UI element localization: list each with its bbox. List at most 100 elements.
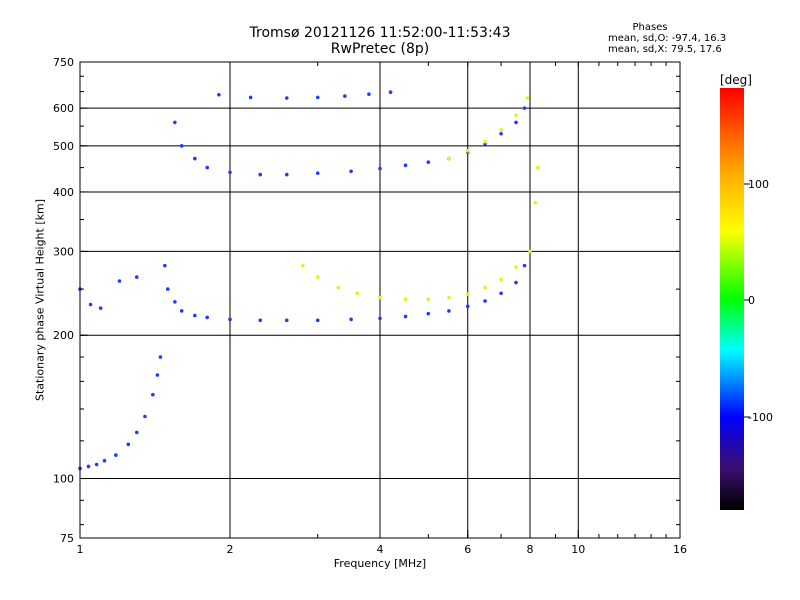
data-point: [483, 139, 487, 144]
data-point: [88, 302, 93, 307]
x-tick-label: 6: [464, 543, 471, 556]
data-point: [522, 106, 527, 110]
data-point: [447, 156, 451, 161]
x-tick-label: 2: [227, 543, 234, 556]
data-point: [403, 297, 408, 302]
data-point: [248, 95, 253, 100]
data-point: [155, 373, 160, 377]
y-tick-label: 200: [53, 329, 74, 342]
data-point: [163, 263, 167, 268]
data-point: [284, 96, 289, 100]
data-point: [193, 156, 197, 161]
data-point: [378, 316, 382, 321]
data-point: [284, 318, 289, 323]
data-point: [522, 263, 527, 268]
data-point: [165, 287, 170, 291]
y-tick-label: 100: [53, 473, 74, 486]
data-point: [114, 453, 118, 457]
data-point: [465, 304, 470, 309]
phase-stats-x-mode: mean, sd,X: 79.5, 17.6: [608, 44, 722, 55]
data-point: [447, 295, 451, 300]
data-point: [403, 314, 408, 319]
data-point: [134, 430, 139, 435]
data-point: [143, 414, 147, 419]
data-point: [499, 131, 503, 136]
y-tick-label: 500: [53, 140, 74, 153]
data-points: [78, 90, 540, 471]
data-point: [284, 172, 289, 177]
colorbar-label: [deg]: [720, 73, 752, 87]
y-axis-label: Stationary phase Virtual Height [km]: [33, 198, 47, 402]
data-point: [388, 90, 393, 95]
data-point: [426, 311, 431, 316]
data-point: [343, 94, 347, 98]
x-tick-label: 1: [77, 543, 84, 556]
data-point: [499, 291, 503, 296]
axis-ticks: 1 2 4 6 8 10 16 75 100 200 300 400 500 600 750: [53, 56, 687, 556]
x-tick-label: 4: [377, 543, 384, 556]
colorbar-tick-label: 100: [748, 178, 769, 191]
data-point: [301, 263, 305, 268]
data-point: [349, 169, 353, 174]
data-point: [514, 280, 518, 285]
data-point: [483, 299, 487, 303]
y-tick-label: 750: [53, 56, 74, 69]
data-point: [499, 128, 503, 132]
data-point: [315, 318, 320, 323]
y-tick-label: 300: [53, 245, 74, 258]
colorbar-tick-label: 0: [748, 294, 755, 307]
data-point: [102, 458, 107, 463]
data-point: [217, 92, 221, 97]
data-point: [126, 442, 131, 447]
data-point: [173, 120, 177, 125]
phase-stats-o-mode: mean, sd,O: -97.4, 16.3: [608, 33, 727, 44]
colorbar-tick-label: -100: [748, 411, 773, 424]
data-point: [528, 249, 532, 254]
data-point: [426, 160, 431, 164]
data-point: [173, 300, 177, 304]
phase-stats-heading: Phases: [632, 22, 668, 33]
data-point: [403, 163, 408, 168]
data-point: [378, 166, 382, 171]
data-point: [205, 315, 209, 320]
data-point: [514, 265, 518, 269]
data-point: [179, 309, 184, 313]
data-point: [499, 277, 503, 282]
data-point: [378, 295, 382, 300]
data-point: [315, 275, 320, 279]
gridlines: [80, 62, 680, 538]
data-point: [258, 172, 263, 177]
data-point: [315, 171, 320, 175]
y-tick-label: 400: [53, 186, 74, 199]
data-point: [514, 120, 518, 125]
data-point: [514, 113, 518, 117]
data-point: [355, 291, 359, 296]
data-point: [349, 317, 353, 322]
data-point: [151, 392, 155, 397]
data-point: [465, 149, 470, 153]
data-point: [426, 297, 431, 302]
data-point: [336, 285, 341, 290]
data-point: [315, 95, 320, 100]
y-tick-label: 600: [53, 102, 74, 115]
data-point: [533, 200, 538, 205]
data-point: [228, 170, 232, 175]
chart-subtitle: RwPretec (8p): [330, 41, 430, 57]
data-point: [447, 309, 451, 313]
data-point: [193, 313, 197, 318]
colorbar: [720, 88, 744, 510]
data-point: [483, 285, 487, 290]
data-point: [536, 165, 540, 170]
x-axis-label: Frequency [MHz]: [333, 557, 427, 570]
y-tick-label: 75: [60, 532, 74, 545]
data-point: [228, 317, 232, 322]
data-point: [158, 355, 163, 359]
data-point: [258, 318, 263, 323]
x-tick-label: 8: [527, 543, 534, 556]
data-point: [94, 462, 99, 467]
x-tick-label: 16: [673, 543, 687, 556]
data-point: [205, 165, 209, 170]
data-point: [367, 92, 371, 96]
data-point: [86, 464, 91, 469]
